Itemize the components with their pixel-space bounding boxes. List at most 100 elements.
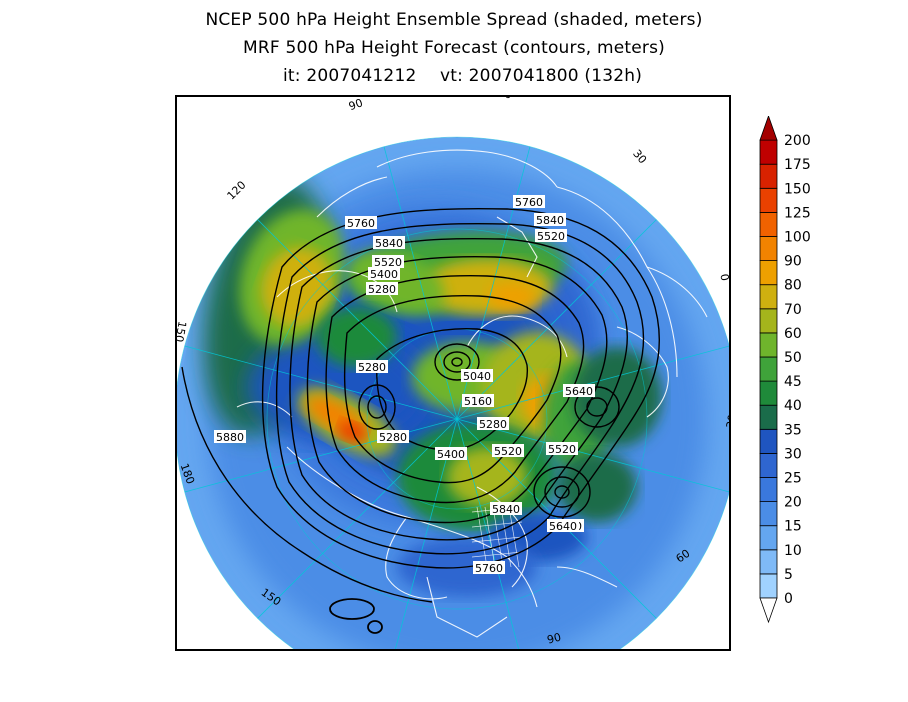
contour-label-box xyxy=(356,360,388,373)
spread-blob xyxy=(557,452,637,522)
contour-label: 5520 xyxy=(548,443,576,456)
meridian-label: 60 xyxy=(496,97,513,102)
meridian-line xyxy=(177,341,458,420)
height-contour xyxy=(544,476,580,508)
contour-label-box xyxy=(535,229,567,242)
coastline xyxy=(376,149,558,188)
meridian-label: 0 xyxy=(717,273,729,282)
map-frame: 5760 5840 5520 5760 5840 5520 5400 5280 5280 5040… xyxy=(175,95,731,651)
height-contour xyxy=(574,386,620,428)
border-line xyxy=(471,536,523,543)
coastline xyxy=(476,486,528,588)
colorbar-box xyxy=(759,525,778,551)
colorbar-label: 150 xyxy=(784,181,811,197)
colorbar-label: 80 xyxy=(784,278,802,294)
colorbar-box xyxy=(759,452,778,478)
contour-label-box xyxy=(373,236,405,249)
map-disc-outline xyxy=(177,136,729,649)
border-line xyxy=(471,521,523,528)
contour-label: 5640 xyxy=(549,520,577,533)
border-line xyxy=(484,506,496,568)
height-contour xyxy=(443,351,471,373)
colorbar-label: 125 xyxy=(784,205,811,221)
colorbar-label: 70 xyxy=(784,302,802,318)
contour-label: 5880 xyxy=(216,431,244,444)
colorbar-box xyxy=(759,139,778,165)
contour-label: 5840 xyxy=(536,214,564,227)
colorbar-label: 0 xyxy=(784,591,793,607)
contour-label: 5160 xyxy=(464,395,492,408)
meridian-line xyxy=(456,209,667,420)
colorbar-label: 35 xyxy=(784,422,802,438)
height-contour xyxy=(367,620,383,634)
colorbar-box xyxy=(759,308,778,334)
colorbar-box xyxy=(759,573,778,599)
contour-label: 5280 xyxy=(368,283,396,296)
contour-label-box xyxy=(490,502,522,515)
height-contour xyxy=(329,598,375,620)
meridian-line xyxy=(456,418,729,497)
spread-blob xyxy=(572,347,662,447)
map-disc xyxy=(177,137,729,649)
init-time: it: 2007041212 xyxy=(283,66,417,86)
meridian-label: 30 xyxy=(630,147,649,166)
spread-blob xyxy=(261,247,333,327)
contour-label: 5840 xyxy=(375,237,403,250)
contour-label-box xyxy=(513,195,545,208)
coastline xyxy=(556,186,678,378)
contour-label: 5840 xyxy=(492,503,520,516)
spread-blob xyxy=(317,307,397,367)
contour-label: 5520 xyxy=(494,445,522,458)
border-line xyxy=(492,506,504,568)
colorbar-box xyxy=(759,404,778,430)
colorbar-label: 25 xyxy=(784,471,802,487)
contour-label: 5280 xyxy=(358,361,386,374)
meridian-line xyxy=(177,418,458,497)
colorbar-label: 200 xyxy=(784,133,811,149)
contour-label-box xyxy=(563,384,595,397)
height-contour xyxy=(367,395,387,419)
meridian-line xyxy=(247,209,458,420)
height-contour xyxy=(289,237,628,541)
colorbar-label: 60 xyxy=(784,326,802,342)
colorbar-label: 30 xyxy=(784,446,802,462)
meridian-label: 90 xyxy=(546,631,563,647)
contour-label-box xyxy=(462,394,494,407)
height-contour xyxy=(358,384,396,430)
contour-label-box xyxy=(368,267,400,280)
colorbar-label: 50 xyxy=(784,350,802,366)
polar-map: 5760584055205760584055205400528052805040… xyxy=(177,97,729,649)
height-contour xyxy=(451,357,463,367)
colorbar-box xyxy=(759,187,778,213)
height-contour xyxy=(434,343,480,381)
colorbar-box xyxy=(759,477,778,503)
contour-label-box xyxy=(547,519,579,532)
height-contour xyxy=(343,295,562,484)
colorbar-label: 45 xyxy=(784,374,802,390)
map-title-line2: MRF 500 hPa Height Forecast (contours, m… xyxy=(242,38,665,58)
latitude-circle xyxy=(266,228,648,610)
colorbar-label: 20 xyxy=(784,495,802,511)
contour-label-box xyxy=(461,369,493,382)
colorbar-label: 175 xyxy=(784,157,811,173)
coastline xyxy=(646,266,708,318)
contour-label-box xyxy=(366,282,398,295)
meridian-label: 150 xyxy=(177,320,189,343)
border-line xyxy=(476,506,488,568)
contour-label: 5280 xyxy=(379,431,407,444)
spread-blob xyxy=(487,283,537,311)
coastline xyxy=(316,176,388,218)
meridian-line xyxy=(379,418,458,649)
height-contour xyxy=(261,207,660,569)
colorbar-box xyxy=(759,380,778,406)
meridian-line xyxy=(456,341,729,420)
colorbar-label: 90 xyxy=(784,254,802,270)
contour-label: 5520 xyxy=(374,256,402,269)
height-contour xyxy=(275,222,645,555)
meridian-label: 120 xyxy=(225,179,249,203)
colorbar-box xyxy=(759,428,778,454)
contour-label: 5280 xyxy=(479,418,507,431)
contour-label-box xyxy=(534,213,566,226)
colorbar-box xyxy=(759,356,778,382)
coastline xyxy=(426,576,508,638)
